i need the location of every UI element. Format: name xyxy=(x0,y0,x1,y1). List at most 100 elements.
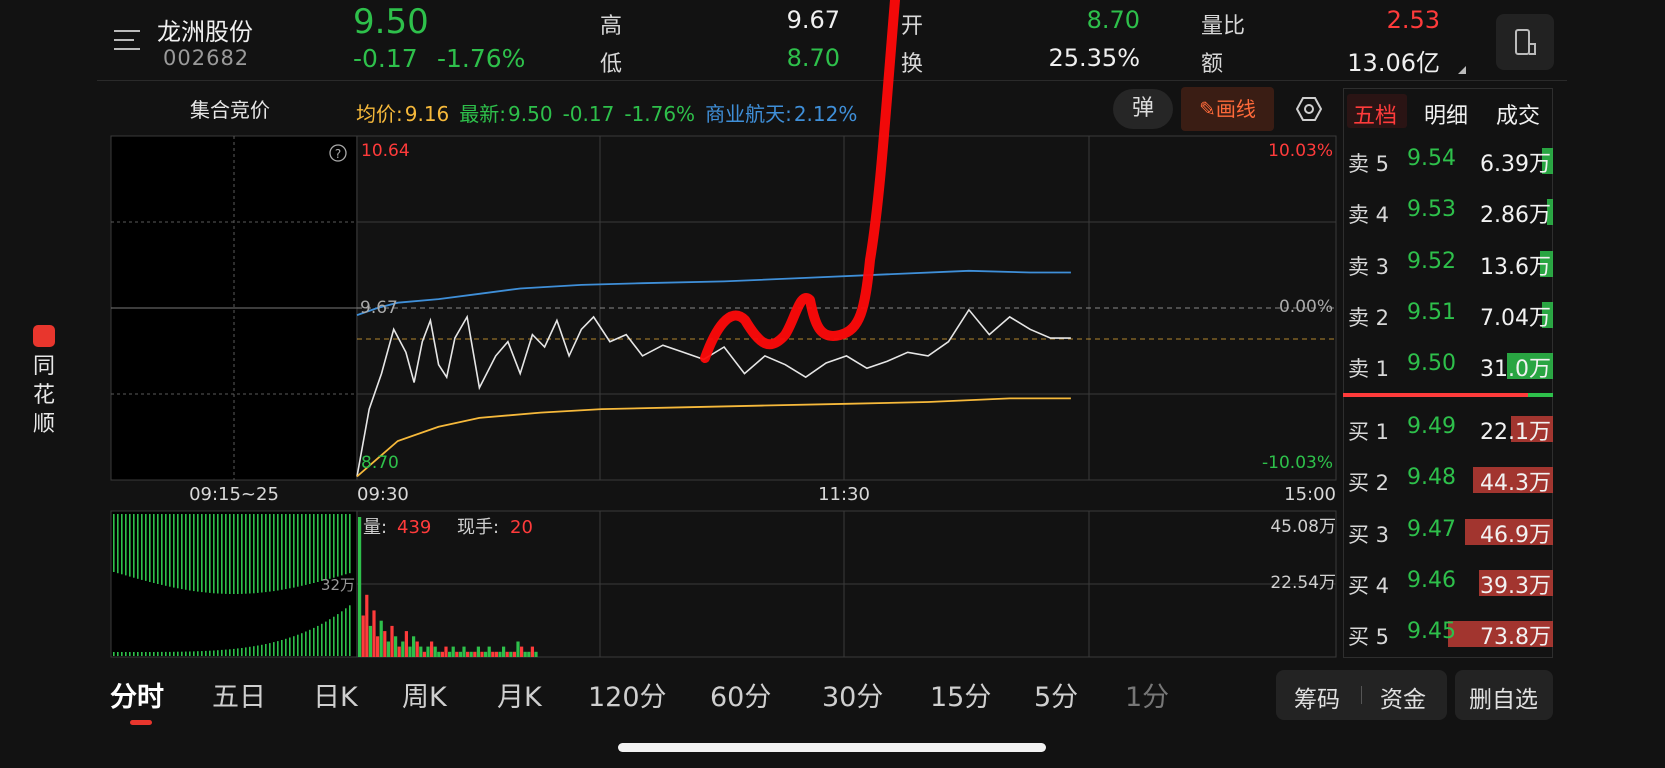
tab-period-7[interactable]: 30分 xyxy=(822,682,884,713)
volume-bar xyxy=(494,651,498,657)
auction-volume-bar xyxy=(301,514,303,586)
intraday-chart[interactable]: 10.64 8.70 9.67 10.03% 0.00% -10.03% ? 0… xyxy=(0,0,1340,660)
popup-toggle-button[interactable]: 弹 xyxy=(1113,89,1173,129)
avg-value: 9.16 xyxy=(404,102,450,126)
level-label: 买 5 xyxy=(1348,625,1390,650)
auction-volume-bar xyxy=(201,514,203,593)
auction-volume-bar xyxy=(241,648,243,656)
auction-volume-bar xyxy=(189,651,191,656)
volume-bar xyxy=(401,641,405,657)
level-label: 买 4 xyxy=(1348,573,1390,598)
tab-period-6[interactable]: 60分 xyxy=(710,682,772,713)
level-price: 9.45 xyxy=(1407,619,1456,645)
volume-bar xyxy=(1542,301,1553,328)
bid-row[interactable]: 买 2 9.48 44.3万 xyxy=(1343,459,1553,499)
order-book-tab-active-bg xyxy=(1347,94,1407,128)
auction-volume-bar xyxy=(177,514,179,589)
menu-icon[interactable] xyxy=(114,28,142,52)
auction-volume-bar xyxy=(277,641,279,656)
home-indicator[interactable] xyxy=(618,743,1046,752)
auction-volume-bar xyxy=(253,646,255,656)
tab-period-9[interactable]: 5分 xyxy=(1034,682,1079,713)
tab-period-8[interactable]: 15分 xyxy=(930,682,992,713)
ask-row[interactable]: 卖 5 9.54 6.39万 xyxy=(1343,140,1553,180)
level-price: 9.47 xyxy=(1407,516,1456,542)
volume-bar xyxy=(397,646,401,657)
sector-label[interactable]: 商业航天: xyxy=(705,102,792,126)
volume-bar xyxy=(358,517,362,657)
prev-close-label: 9.67 xyxy=(360,298,398,318)
tab-period-4[interactable]: 月K xyxy=(497,682,542,713)
tab-period-2[interactable]: 日K xyxy=(313,682,358,713)
level-price: 9.51 xyxy=(1407,299,1456,325)
auction-volume-bar xyxy=(349,514,351,574)
vol-value: 439 xyxy=(397,517,431,538)
chip-distribution-button[interactable]: 筹码 xyxy=(1294,687,1340,713)
landscape-toggle-button[interactable] xyxy=(1496,14,1554,70)
auction-volume-bar xyxy=(345,514,347,575)
auction-volume-bar xyxy=(249,646,251,656)
auction-volume-bar xyxy=(317,625,319,656)
volume-bar xyxy=(1542,148,1553,174)
auction-volume-bar xyxy=(149,514,151,582)
tab-period-10[interactable]: 1分 xyxy=(1125,682,1170,713)
auction-volume-bar xyxy=(209,514,211,593)
ask-row[interactable]: 卖 4 9.53 2.86万 xyxy=(1343,191,1553,231)
bid-row[interactable]: 买 5 9.45 73.8万 xyxy=(1343,613,1553,653)
level-price: 9.50 xyxy=(1407,351,1456,377)
auction-volume-bar xyxy=(145,514,147,581)
bid-row[interactable]: 买 3 9.47 46.9万 xyxy=(1343,511,1553,551)
auction-volume-bar xyxy=(341,514,343,576)
volume-bar xyxy=(426,646,430,657)
tab-trades[interactable]: 成交 xyxy=(1496,104,1541,129)
time-mid-label: 11:30 xyxy=(818,484,870,505)
vol-top-label: 45.08万 xyxy=(1270,517,1336,537)
header-divider xyxy=(97,80,1567,81)
auction-volume-bar xyxy=(157,514,159,584)
bid-row[interactable]: 买 1 9.49 22.1万 xyxy=(1343,408,1553,448)
auction-volume-bar xyxy=(265,514,267,593)
tab-period-3[interactable]: 周K xyxy=(402,682,447,713)
level-price: 9.46 xyxy=(1407,567,1456,593)
auction-volume-bar xyxy=(161,514,163,585)
order-book-split-buy xyxy=(1528,393,1553,397)
auction-volume-bar xyxy=(221,514,223,594)
active-tab-indicator xyxy=(130,720,152,725)
settings-icon[interactable] xyxy=(1296,96,1322,122)
auction-volume-bar xyxy=(337,514,339,577)
pct-bottom-label: -10.03% xyxy=(1262,453,1333,473)
auction-volume-bar xyxy=(153,514,155,583)
auction-volume-bar xyxy=(217,514,219,594)
auction-volume-bar xyxy=(297,514,299,587)
remove-watchlist-button[interactable]: 删自选 xyxy=(1455,670,1553,720)
tab-period-1[interactable]: 五日 xyxy=(212,682,266,713)
volume-bar xyxy=(422,651,426,657)
volume-bar xyxy=(523,651,527,657)
auction-volume-bar xyxy=(165,651,167,656)
tab-details[interactable]: 明细 xyxy=(1424,104,1469,129)
auction-volume-bar xyxy=(321,514,323,581)
bid-row[interactable]: 买 4 9.46 39.3万 xyxy=(1343,562,1553,602)
tab-period-5[interactable]: 120分 xyxy=(588,682,667,713)
tab-five-levels[interactable]: 五档 xyxy=(1353,104,1398,129)
help-icon[interactable] xyxy=(329,144,347,162)
auction-volume-bar xyxy=(313,514,315,583)
price-change: -0.17 xyxy=(353,44,418,73)
fund-flow-button[interactable]: 资金 xyxy=(1380,687,1426,713)
auction-volume-bar xyxy=(281,514,283,590)
stat-high-value: 9.67 xyxy=(786,6,840,34)
volume-bar xyxy=(1473,467,1553,494)
auction-volume-bar xyxy=(161,651,163,656)
ask-row[interactable]: 卖 1 9.50 31.0万 xyxy=(1343,345,1553,385)
ask-row[interactable]: 卖 2 9.51 7.04万 xyxy=(1343,294,1553,334)
auction-volume-bar xyxy=(229,649,231,656)
ask-row[interactable]: 卖 3 9.52 13.6万 xyxy=(1343,243,1553,283)
volume-bar xyxy=(516,641,520,657)
phone-rotate-icon xyxy=(1515,29,1536,55)
volume-bar xyxy=(415,641,419,657)
tab-period-0[interactable]: 分时 xyxy=(110,682,164,713)
volume-bar xyxy=(473,651,477,657)
volume-bar xyxy=(440,651,444,657)
draw-line-button[interactable]: ✎画线 xyxy=(1181,87,1274,131)
auction-volume-bar xyxy=(121,652,123,656)
